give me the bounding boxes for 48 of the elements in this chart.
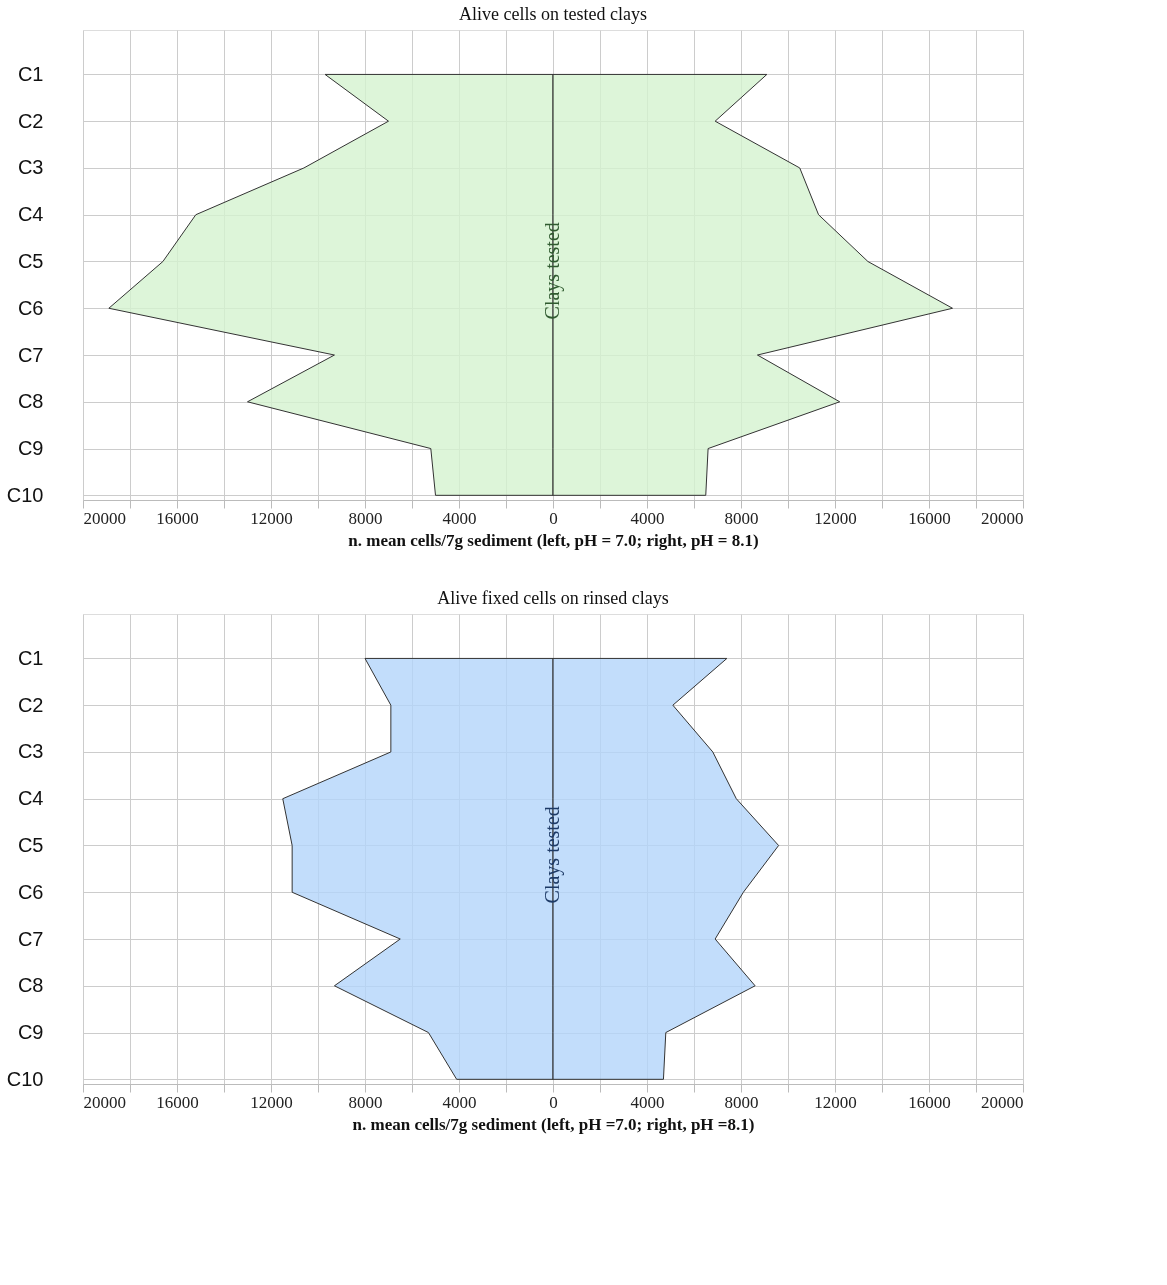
y-tick-label: C10 bbox=[6, 1067, 44, 1090]
chart-title: Alive fixed cells on rinsed clays bbox=[437, 588, 669, 608]
x-tick-label: 0 bbox=[549, 508, 558, 528]
x-tick-label: 4000 bbox=[442, 508, 477, 528]
y-tick-label: C5 bbox=[17, 833, 44, 856]
y-tick-label: C10 bbox=[6, 483, 44, 506]
x-tick-label: 20000 bbox=[981, 508, 1024, 528]
annotation: Clays tested bbox=[541, 806, 564, 904]
x-tick-label: 16000 bbox=[908, 1092, 951, 1112]
y-tick-label: C1 bbox=[17, 62, 44, 85]
x-tick-label: 0 bbox=[549, 1092, 558, 1112]
x-tick-label: 16000 bbox=[908, 508, 951, 528]
x-tick-label: 8000 bbox=[724, 1092, 759, 1112]
x-tick-label: 16000 bbox=[156, 508, 199, 528]
x-tick-label: 12000 bbox=[814, 508, 857, 528]
chart-title: Alive cells on tested clays bbox=[459, 4, 647, 24]
x-axis-title: n. mean cells/7g sediment (left, pH = 7.0; right, pH = 8.1) bbox=[348, 530, 759, 550]
x-tick-label: 12000 bbox=[814, 1092, 857, 1112]
y-tick-label: C4 bbox=[17, 203, 44, 226]
y-tick-label: C8 bbox=[17, 974, 44, 997]
x-tick-label: 20000 bbox=[83, 508, 126, 528]
y-tick-label: C3 bbox=[17, 740, 44, 763]
y-tick-label: C9 bbox=[17, 1021, 44, 1044]
x-tick-label: 20000 bbox=[83, 1092, 126, 1112]
y-tick-label: C8 bbox=[17, 390, 44, 413]
x-tick-label: 4000 bbox=[442, 1092, 477, 1112]
x-tick-label: 16000 bbox=[156, 1092, 199, 1112]
x-tick-label: 12000 bbox=[250, 508, 293, 528]
y-tick-label: C2 bbox=[17, 693, 44, 716]
x-tick-label: 8000 bbox=[348, 1092, 383, 1112]
y-tick-label: C4 bbox=[17, 787, 44, 810]
annotation: Clays tested bbox=[541, 222, 564, 320]
y-tick-label: C7 bbox=[17, 927, 44, 950]
x-tick-label: 8000 bbox=[348, 508, 383, 528]
y-tick-label: C5 bbox=[17, 249, 44, 272]
y-tick-label: C9 bbox=[17, 437, 44, 460]
y-tick-label: C6 bbox=[17, 880, 44, 903]
y-tick-label: C1 bbox=[17, 646, 44, 669]
x-axis-title: n. mean cells/7g sediment (left, pH =7.0; right, pH =8.1) bbox=[352, 1114, 755, 1134]
x-tick-label: 20000 bbox=[981, 1092, 1024, 1112]
y-tick-label: C2 bbox=[17, 109, 44, 132]
y-tick-label: C3 bbox=[17, 156, 44, 179]
x-tick-label: 8000 bbox=[724, 508, 759, 528]
x-tick-label: 4000 bbox=[630, 1092, 665, 1112]
x-tick-label: 4000 bbox=[630, 508, 665, 528]
x-tick-label: 12000 bbox=[250, 1092, 293, 1112]
y-tick-label: C7 bbox=[17, 343, 44, 366]
y-tick-label: C6 bbox=[17, 296, 44, 319]
